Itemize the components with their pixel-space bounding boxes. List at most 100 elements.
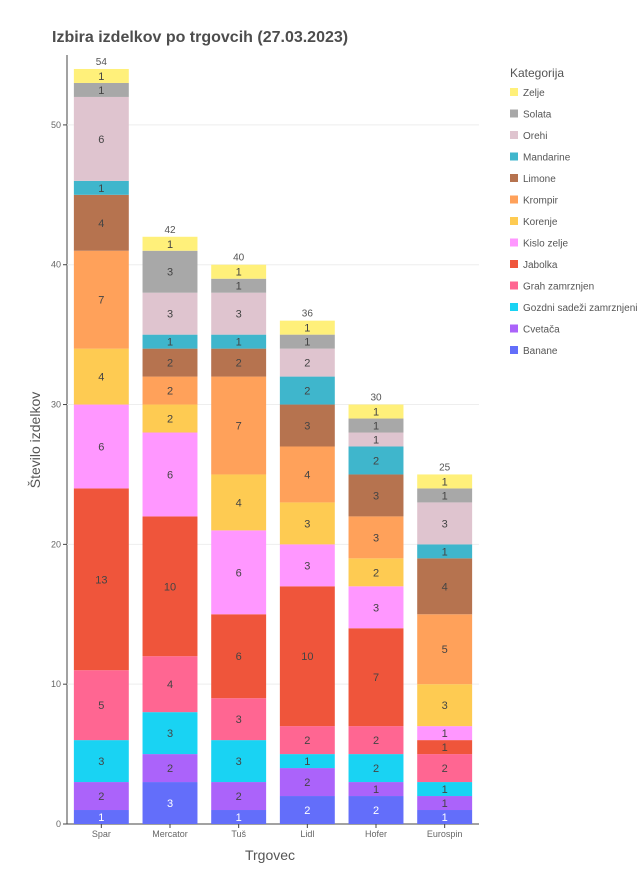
segment-value-label: 2 bbox=[304, 386, 310, 398]
bar-segment bbox=[73, 782, 129, 811]
legend-swatch bbox=[510, 217, 518, 225]
bar-segment bbox=[348, 754, 404, 783]
legend-item-label: Orehi bbox=[523, 131, 547, 142]
segment-value-label: 2 bbox=[167, 763, 173, 775]
segment-value-label: 3 bbox=[167, 728, 173, 740]
segment-value-label: 1 bbox=[373, 407, 379, 419]
bar-segment bbox=[279, 334, 335, 349]
segment-value-label: 10 bbox=[301, 651, 313, 663]
bar-segment bbox=[279, 544, 335, 587]
bar-segment bbox=[73, 488, 129, 671]
segment-value-label: 2 bbox=[373, 735, 379, 747]
bar-total-label: 40 bbox=[233, 253, 245, 264]
segment-value-label: 3 bbox=[373, 602, 379, 614]
segment-value-label: 1 bbox=[304, 323, 310, 335]
segment-value-label: 4 bbox=[167, 679, 173, 691]
segment-value-label: 1 bbox=[373, 421, 379, 433]
bar-segment bbox=[279, 796, 335, 824]
x-tick-label: Spar bbox=[92, 829, 111, 839]
bar-segment bbox=[348, 782, 404, 797]
bar-segment bbox=[417, 740, 473, 755]
segment-value-label: 3 bbox=[98, 756, 104, 768]
bar-segment bbox=[279, 348, 335, 377]
legend-swatch bbox=[510, 346, 518, 354]
segment-value-label: 3 bbox=[373, 490, 379, 502]
bar-segment bbox=[417, 502, 473, 545]
bar-segment bbox=[279, 754, 335, 769]
bar-segment bbox=[417, 474, 473, 489]
bar-segment bbox=[73, 250, 129, 349]
segment-value-label: 3 bbox=[167, 798, 173, 810]
bar-segment bbox=[348, 586, 404, 629]
bar-segment bbox=[73, 194, 129, 251]
segment-value-label: 2 bbox=[236, 358, 242, 370]
legend-item-label: Solata bbox=[523, 110, 552, 121]
segment-value-label: 3 bbox=[442, 518, 448, 530]
bar-segment bbox=[73, 404, 129, 489]
legend-swatch bbox=[510, 195, 518, 204]
legend-item-label: Limone bbox=[523, 174, 556, 185]
segment-value-label: 4 bbox=[236, 497, 242, 509]
bar-segment bbox=[211, 698, 267, 741]
segment-value-label: 1 bbox=[98, 71, 104, 83]
segment-value-label: 2 bbox=[98, 791, 104, 803]
segment-value-label: 3 bbox=[167, 309, 173, 321]
bar-segment bbox=[142, 712, 198, 755]
bar-segment bbox=[417, 726, 473, 741]
segment-value-label: 1 bbox=[236, 267, 242, 279]
bar-segment bbox=[417, 614, 473, 685]
segment-value-label: 1 bbox=[167, 239, 173, 251]
legend-item-label: Krompir bbox=[523, 196, 559, 207]
bar-segment bbox=[348, 796, 404, 824]
bar-segment bbox=[348, 446, 404, 475]
segment-value-label: 1 bbox=[442, 728, 448, 740]
segment-value-label: 2 bbox=[167, 358, 173, 370]
bar-segment bbox=[211, 278, 267, 293]
bar-segment bbox=[73, 740, 129, 783]
bar-segment bbox=[142, 656, 198, 713]
segment-value-label: 1 bbox=[236, 812, 242, 824]
segment-value-label: 2 bbox=[304, 777, 310, 789]
legend-swatch bbox=[510, 260, 518, 268]
gridlines: 0 10 20 30 40 50 bbox=[51, 55, 479, 829]
bar-segment bbox=[73, 82, 129, 97]
bar-segment bbox=[279, 320, 335, 335]
segment-value-label: 2 bbox=[304, 735, 310, 747]
x-axis-title: Trgovec bbox=[245, 847, 295, 863]
bar-segment bbox=[211, 348, 267, 377]
segment-value-label: 13 bbox=[95, 574, 107, 586]
bar-segment bbox=[73, 670, 129, 741]
segment-value-label: 1 bbox=[236, 337, 242, 349]
segment-value-label: 4 bbox=[442, 581, 448, 593]
bar-segment bbox=[279, 446, 335, 503]
legend-swatch bbox=[510, 324, 518, 333]
legend-item-label: Mandarine bbox=[523, 153, 571, 164]
bar-total-label: 30 bbox=[370, 393, 382, 404]
bar-segment bbox=[348, 628, 404, 727]
bar-total-label: 25 bbox=[439, 462, 451, 473]
y-tick-label: 20 bbox=[51, 539, 61, 549]
segment-value-label: 1 bbox=[442, 784, 448, 796]
bar-segment bbox=[417, 544, 473, 559]
segment-value-label: 7 bbox=[373, 672, 379, 684]
segment-value-label: 7 bbox=[98, 295, 104, 307]
segment-value-label: 3 bbox=[304, 421, 310, 433]
bar-segment bbox=[142, 404, 198, 433]
segment-value-label: 1 bbox=[442, 812, 448, 824]
bar-segment bbox=[348, 474, 404, 517]
segment-value-label: 10 bbox=[164, 581, 176, 593]
legend-item-label: Grah zamrznjen bbox=[523, 282, 594, 293]
segment-value-label: 2 bbox=[304, 805, 310, 817]
segment-value-label: 3 bbox=[304, 518, 310, 530]
bar-segment bbox=[73, 96, 129, 181]
segment-value-label: 1 bbox=[98, 85, 104, 97]
bar-segment bbox=[73, 348, 129, 405]
bar-segment bbox=[73, 180, 129, 195]
segment-value-label: 1 bbox=[442, 798, 448, 810]
segment-value-label: 1 bbox=[98, 812, 104, 824]
segment-value-label: 2 bbox=[304, 358, 310, 370]
legend-item-label: Zelje bbox=[523, 88, 545, 99]
segment-value-label: 1 bbox=[373, 435, 379, 447]
segment-value-label: 1 bbox=[373, 784, 379, 796]
